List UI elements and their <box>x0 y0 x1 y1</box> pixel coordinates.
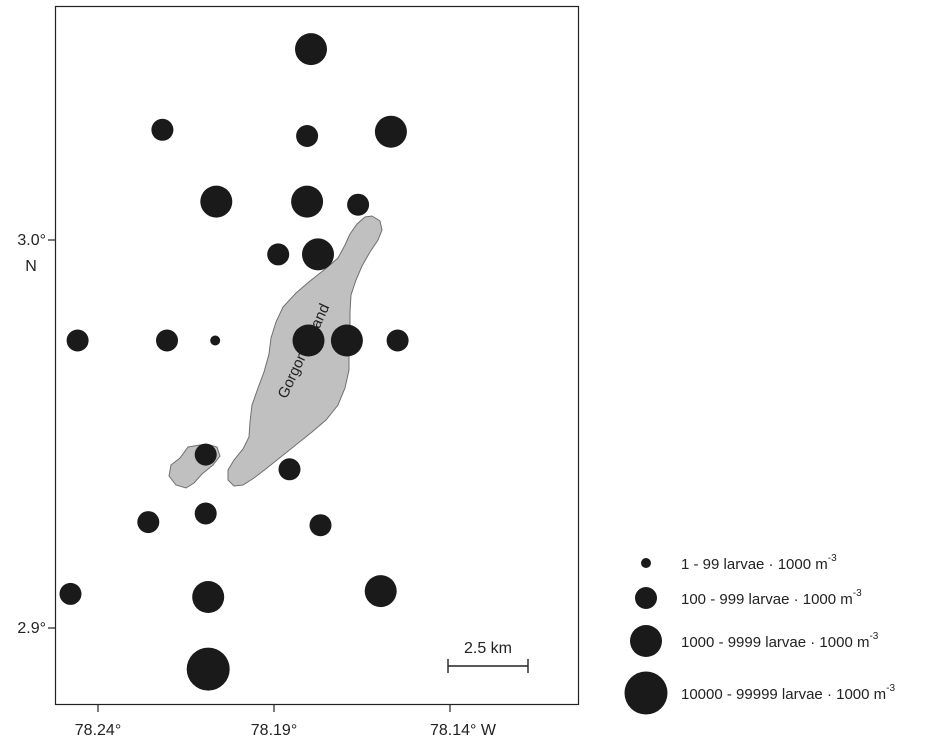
lon-tick-label: 78.24° <box>75 722 121 739</box>
station-marker <box>156 329 178 352</box>
station-marker <box>200 185 233 218</box>
legend-symbol <box>630 625 662 657</box>
lat-hemisphere-label: N <box>25 258 37 275</box>
station-marker <box>194 502 217 525</box>
station-marker <box>66 329 89 352</box>
station-marker <box>59 582 82 605</box>
scale-bar: 2.5 km <box>447 640 529 673</box>
longitude-ticks: 78.24° 78.19° 78.14° W <box>75 704 497 739</box>
legend-label: 100 - 999 larvae · 1000 m-3 <box>681 588 862 608</box>
station-marker <box>295 33 327 66</box>
station-marker <box>330 324 363 357</box>
station-marker <box>137 511 160 534</box>
station-marker <box>291 185 324 218</box>
latitude-ticks: 3.0° N 2.9° <box>17 232 56 637</box>
station-marker <box>364 575 397 608</box>
stations-layer <box>59 33 409 691</box>
station-marker <box>374 115 407 148</box>
legend-symbol <box>624 671 668 715</box>
station-marker <box>210 335 221 346</box>
lon-tick-label: 78.19° <box>251 722 297 739</box>
legend-label: 10000 - 99999 larvae · 1000 m-3 <box>681 683 895 703</box>
legend-symbol <box>635 587 657 609</box>
station-marker <box>267 243 290 266</box>
station-marker <box>309 514 332 537</box>
station-marker <box>347 193 370 216</box>
legend-label: 1000 - 9999 larvae · 1000 m-3 <box>681 631 879 651</box>
station-marker <box>151 118 174 141</box>
station-marker <box>186 647 230 691</box>
station-marker <box>278 458 301 481</box>
legend-symbol <box>641 558 651 568</box>
abundance-legend: 1 - 99 larvae · 1000 m-3 100 - 999 larvae… <box>624 553 895 715</box>
station-marker <box>302 238 334 271</box>
station-marker <box>296 125 319 147</box>
scale-bar-label: 2.5 km <box>464 640 512 657</box>
lon-tick-label: 78.14° W <box>430 722 497 739</box>
station-marker <box>292 324 325 357</box>
lat-tick-label: 2.9° <box>17 620 46 637</box>
station-marker <box>386 329 409 352</box>
legend-label: 1 - 99 larvae · 1000 m-3 <box>681 553 837 573</box>
lat-tick-label: 3.0° <box>17 232 46 249</box>
station-marker <box>192 581 225 613</box>
station-marker <box>194 443 217 466</box>
